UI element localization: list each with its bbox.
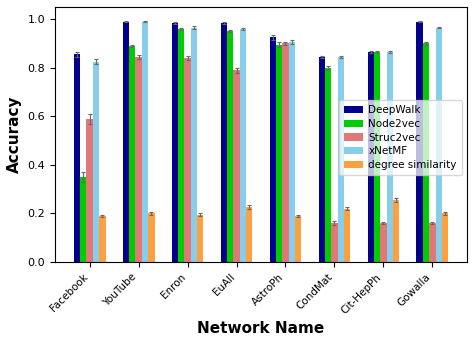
Bar	[442, 213, 448, 262]
Bar	[178, 29, 184, 262]
Bar	[276, 45, 283, 262]
Bar	[417, 22, 423, 262]
Bar	[270, 37, 276, 262]
Bar	[227, 31, 233, 262]
Bar	[331, 223, 337, 262]
Bar	[142, 22, 148, 262]
Bar	[436, 27, 442, 262]
Bar	[73, 54, 80, 262]
Bar	[86, 119, 93, 262]
Bar	[233, 70, 240, 262]
Bar	[123, 22, 129, 262]
Bar	[367, 52, 374, 262]
Bar	[172, 23, 178, 262]
Bar	[80, 177, 86, 262]
Bar	[191, 27, 197, 262]
Bar	[374, 52, 380, 262]
Y-axis label: Accuracy: Accuracy	[7, 96, 22, 173]
Bar	[423, 43, 429, 262]
Bar	[99, 216, 106, 262]
Bar	[136, 57, 142, 262]
Bar	[220, 23, 227, 262]
Bar	[387, 52, 393, 262]
Legend: DeepWalk, Node2vec, Struc2vec, xNetMF, degree similarity: DeepWalk, Node2vec, Struc2vec, xNetMF, d…	[339, 100, 462, 175]
Bar	[283, 43, 289, 262]
Bar	[337, 57, 344, 262]
Bar	[295, 216, 301, 262]
Bar	[93, 62, 99, 262]
Bar	[344, 209, 350, 262]
Bar	[240, 29, 246, 262]
Bar	[429, 223, 436, 262]
Bar	[148, 213, 155, 262]
Bar	[380, 223, 387, 262]
Bar	[325, 68, 331, 262]
Bar	[246, 208, 253, 262]
Bar	[289, 42, 295, 262]
Bar	[184, 58, 191, 262]
Bar	[393, 200, 400, 262]
Bar	[129, 46, 136, 262]
X-axis label: Network Name: Network Name	[197, 321, 325, 336]
Bar	[319, 57, 325, 262]
Bar	[197, 215, 203, 262]
